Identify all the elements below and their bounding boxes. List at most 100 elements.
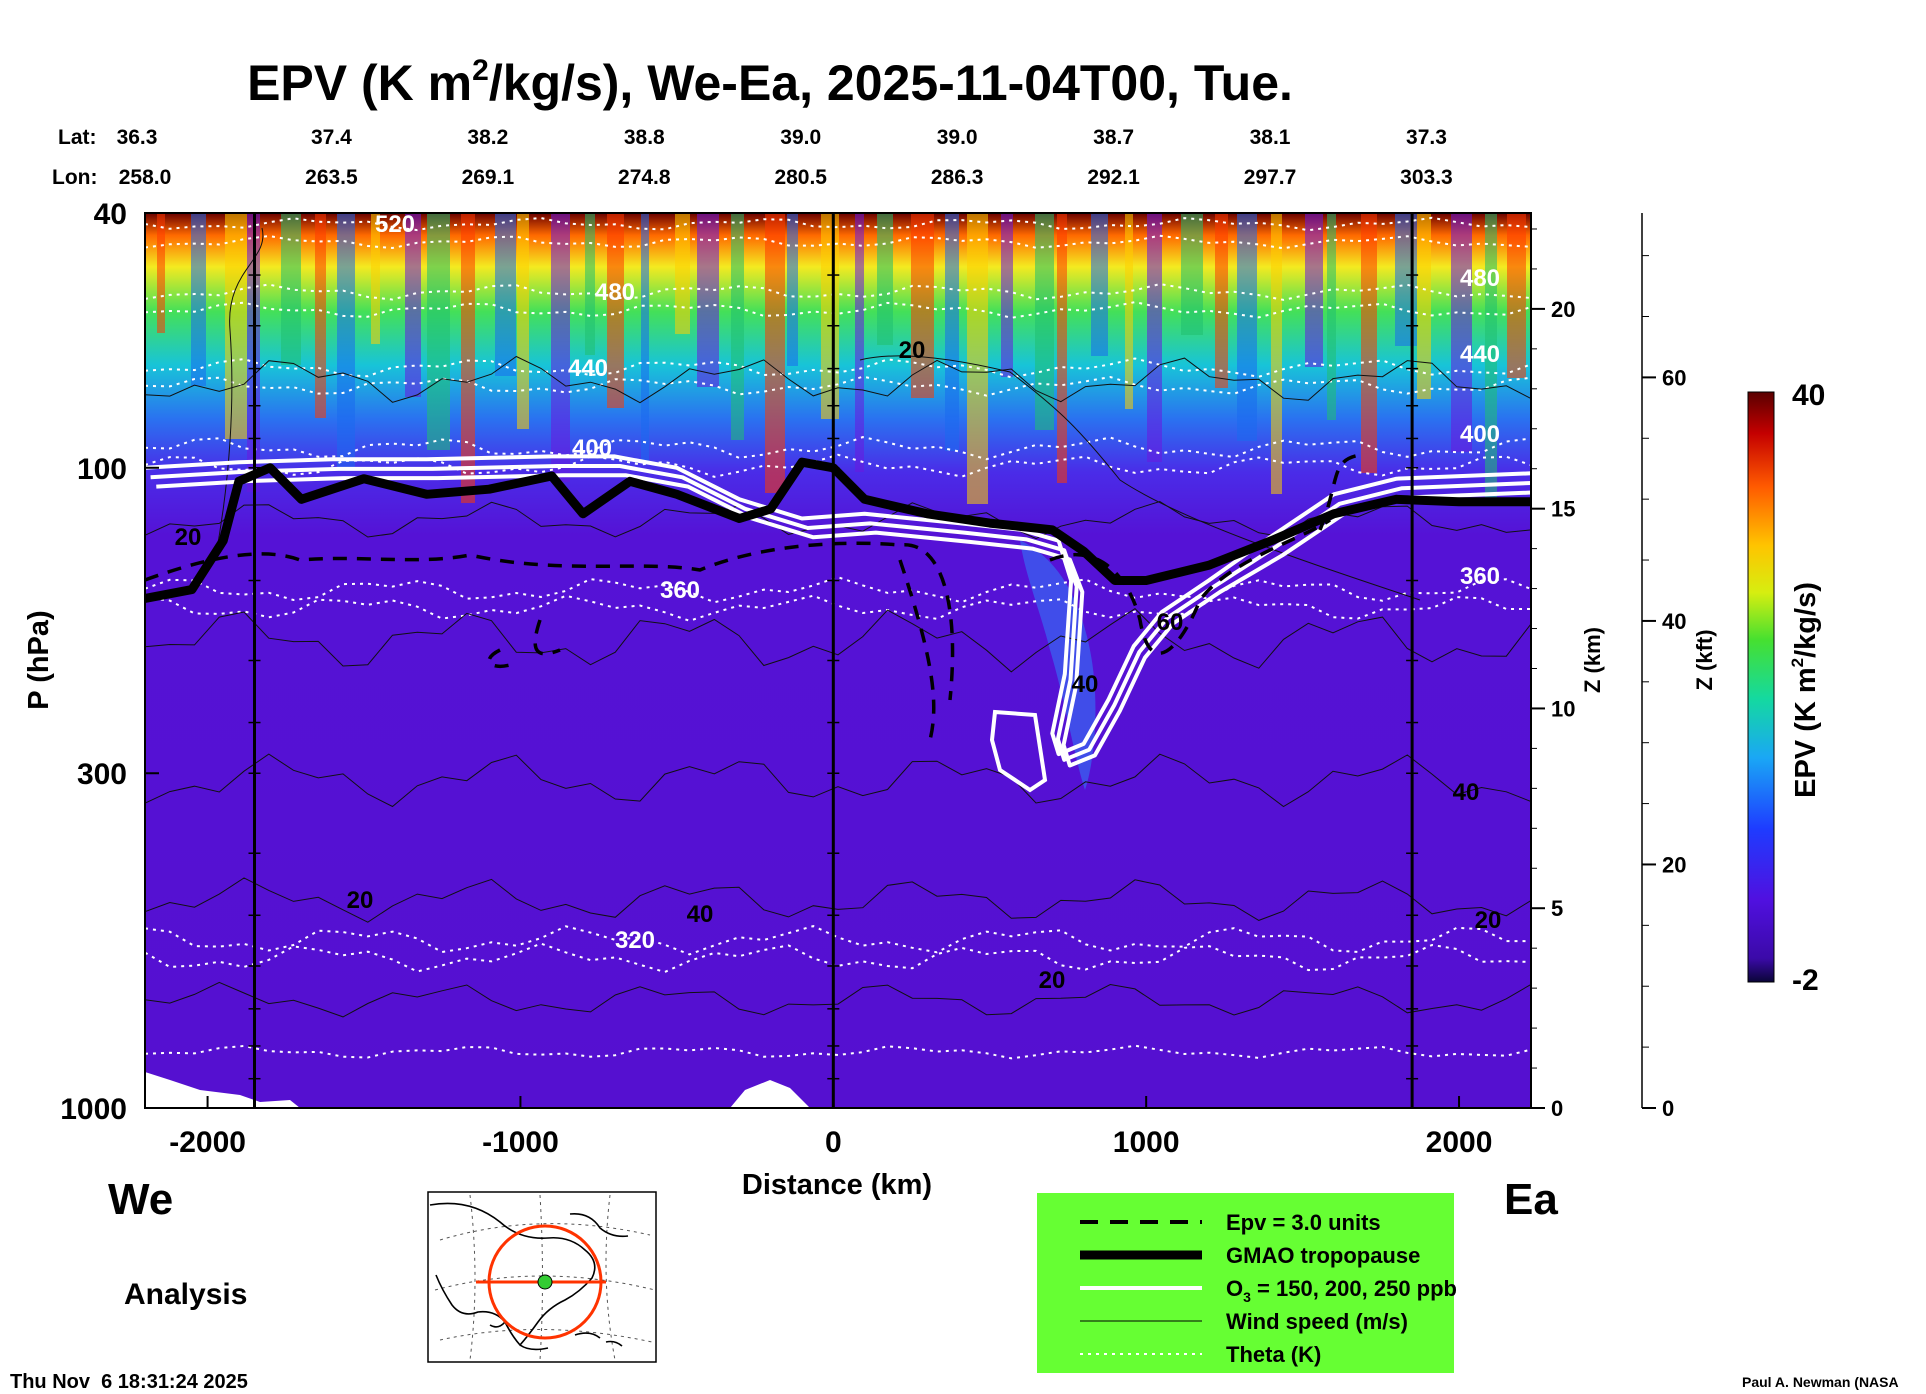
lon-value: 286.3 [931,166,984,189]
lon-value: 292.1 [1087,166,1140,189]
lat-row-label: Lat: [58,126,97,149]
epv-streak [315,213,326,418]
theta-contour [145,1044,1531,1060]
z-km-tick-label: 15 [1551,497,1575,522]
theta-label: 520 [375,211,415,238]
lon-value: 303.3 [1400,166,1453,189]
lat-value: 38.8 [624,126,665,149]
theta-labels: 520 480 480 440 440 400 400 360 360 320 [375,211,1500,954]
wind-contour [145,753,1531,808]
y-tick-label: 100 [77,453,127,486]
legend-box [1037,1193,1454,1373]
lon-value: 263.5 [305,166,358,189]
ozone-contour [989,709,1048,793]
y-tick-label: 300 [77,758,127,791]
epv-dashed-contour [898,559,936,741]
lat-values: 36.3 37.4 38.2 38.8 39.0 39.0 38.7 38.1 37.3 [117,126,1447,149]
epv-streak [787,213,798,366]
colorbar-title: EPV (K m2/kg/s) [1788,582,1822,798]
epv-streak [1181,213,1203,335]
epv-streak [517,213,529,429]
epv-streak [1035,213,1054,430]
theta-contour [145,576,1531,604]
colorbar-min-label: -2 [1792,964,1819,997]
epv-vertical-structure [157,213,1526,505]
epv-streak [585,213,595,355]
lon-value: 269.1 [462,166,515,189]
epv-streak [1327,213,1336,420]
wind-label: 40 [1072,671,1099,698]
lat-value: 38.7 [1093,126,1134,149]
epv-streak [1417,213,1431,399]
theta-label: 480 [595,279,635,306]
x-tick-label: 1000 [1113,1126,1180,1159]
wind-label: 40 [1453,779,1480,806]
epv-streak [731,213,744,440]
theta-label: 320 [615,927,655,954]
epv-streak [1125,213,1133,409]
legend-label: O3 = 150, 200, 250 ppb [1226,1276,1457,1305]
west-label: We [108,1175,173,1224]
epv-streak [551,213,570,482]
epv-streak [641,213,649,461]
credit: Paul A. Newman (NASA [1742,1374,1899,1390]
theta-contour [145,925,1531,956]
lat-value: 39.0 [937,126,978,149]
x-tick-label: 0 [825,1126,842,1159]
vertical-markers [248,213,1419,1108]
lon-value: 274.8 [618,166,671,189]
epv-streak [1451,213,1472,452]
epv-streak [495,213,516,376]
theta-label: 360 [660,577,700,604]
ozone-contour [156,473,1531,768]
z-km-tick-label: 20 [1551,297,1575,322]
inset-map [427,1191,657,1363]
epv-streak [1361,213,1377,473]
y-axis: 40 100 300 1000 [60,198,159,1126]
lat-value: 37.4 [311,126,352,149]
legend-label: Theta (K) [1226,1342,1321,1367]
analysis-label: Analysis [124,1278,247,1311]
wind-labels: 20 20 20 40 60 20 40 40 20 [175,337,1502,994]
z-kft-tick-label: 0 [1662,1096,1674,1121]
epv-streak [1237,213,1257,441]
lon-value: 258.0 [119,166,172,189]
z-km-axis: 0 5 10 15 20 [1531,228,1575,1121]
epv-streak [1091,213,1108,356]
plot-area: 520 480 480 440 440 400 400 360 360 320 20 20 20 40 6… [145,211,1531,1108]
colorbar [1747,391,1775,983]
epv-streak [911,213,934,398]
theta-label: 440 [1460,341,1500,368]
y-tick-label: 40 [94,198,127,231]
chart-title: EPV (K m2/kg/s), We-Ea, 2025-11-04T00, T… [247,54,1293,111]
z-km-tick-label: 0 [1551,1096,1563,1121]
theta-label: 400 [1460,421,1500,448]
epv-dashed-contour [1318,453,1361,531]
z-km-tick-label: 10 [1551,696,1575,721]
theta-label: 480 [1460,265,1500,292]
lon-value: 280.5 [774,166,827,189]
legend-label: Wind speed (m/s) [1226,1309,1408,1334]
legend-label: Epv = 3.0 units [1226,1210,1381,1235]
epv-streak [337,213,355,471]
legend: Epv = 3.0 units GMAO tropopause O3 = 150, … [1037,1193,1457,1373]
epv-streak [945,213,959,451]
epv-dashed-contour [145,541,955,701]
theta-contour [145,375,1531,397]
lon-value: 297.7 [1244,166,1297,189]
epv-streak [157,213,165,333]
theta-label: 440 [568,355,608,382]
theta-contour [145,216,1531,232]
epv-streak [225,213,247,439]
theta-contour [145,283,1531,301]
x-tick-label: -2000 [169,1126,246,1159]
theta-contour [145,234,1531,250]
lat-value: 37.3 [1406,126,1447,149]
lon-row-label: Lon: [52,166,97,189]
wind-contour [145,355,1531,404]
epv-streak [461,213,475,503]
tropopause-line [145,457,1531,603]
epv-3-contour [145,453,1361,741]
epv-streak [967,213,988,504]
